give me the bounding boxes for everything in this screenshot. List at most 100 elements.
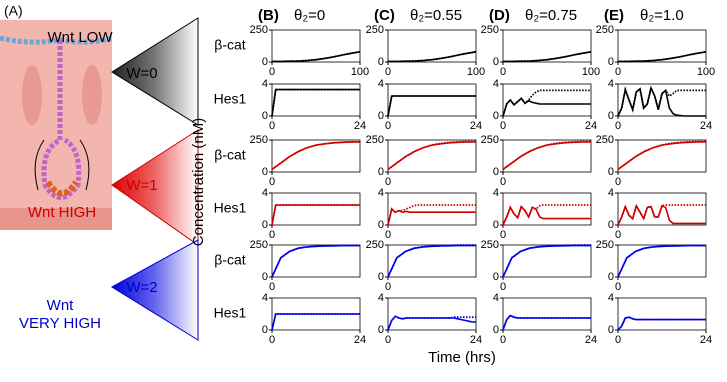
plot-frame xyxy=(271,192,361,226)
x-tick-label: 100 xyxy=(467,66,485,78)
plot-frame xyxy=(387,192,477,226)
plot-frame xyxy=(271,83,361,117)
x-tick-label: 0 xyxy=(500,334,506,346)
y-tick-label: 250 xyxy=(366,239,384,251)
w2-label: W=2 xyxy=(126,279,157,296)
plot-frame xyxy=(617,244,707,278)
y-tick-label: 0 xyxy=(608,166,614,178)
y-tick-label: 250 xyxy=(596,24,614,36)
w1-triangle xyxy=(111,129,199,246)
solid-line xyxy=(617,203,706,226)
solid-line xyxy=(388,51,477,63)
y-tick-label: 0 xyxy=(262,166,268,178)
x-tick-label: 0 xyxy=(615,281,621,293)
plot-frame xyxy=(271,139,361,173)
x-tick-label: 0 xyxy=(615,120,621,132)
y-tick-label: 250 xyxy=(250,134,268,146)
solid-line xyxy=(617,141,706,171)
x-tick-label: 24 xyxy=(354,120,366,132)
x-tick-label: 0 xyxy=(385,176,391,188)
x-tick-label: 24 xyxy=(700,334,712,346)
x-tick-label: 0 xyxy=(269,334,275,346)
y-tick-label: 0 xyxy=(493,324,499,336)
solid-line xyxy=(617,85,706,117)
y-tick-label: 4 xyxy=(608,187,614,199)
y-tick-label: 250 xyxy=(250,24,268,36)
plot-frame xyxy=(502,192,592,226)
plot-frame xyxy=(387,29,477,63)
dotted-line xyxy=(502,204,591,226)
y-tick-label: 0 xyxy=(262,110,268,122)
column-label: (B) xyxy=(258,7,279,24)
y-tick-label: 4 xyxy=(493,187,499,199)
x-tick-label: 0 xyxy=(500,66,506,78)
x-tick-label: 24 xyxy=(354,334,366,346)
column-label: (C) xyxy=(374,7,395,24)
x-axis-label: Time (hrs) xyxy=(428,349,496,366)
dotted-line xyxy=(271,244,360,278)
solid-line xyxy=(271,204,360,226)
y-tick-label: 250 xyxy=(596,134,614,146)
plot-frame xyxy=(502,29,592,63)
solid-line xyxy=(387,315,476,331)
w1-label: W=1 xyxy=(126,177,157,194)
dotted-line xyxy=(617,203,706,226)
y-tick-label: 0 xyxy=(493,271,499,283)
plot-frame xyxy=(502,83,592,117)
y-tick-label: 250 xyxy=(481,24,499,36)
y-tick-label: 4 xyxy=(262,78,268,90)
panel-label: (A) xyxy=(4,3,23,19)
y-tick-label: 0 xyxy=(378,271,384,283)
row-label: β-cat xyxy=(214,252,246,268)
x-tick-label: 0 xyxy=(500,176,506,188)
y-tick-label: 0 xyxy=(493,219,499,231)
dotted-line xyxy=(387,95,476,117)
wnt-high: Wnt HIGH xyxy=(28,204,96,221)
solid-line xyxy=(618,51,707,63)
x-tick-label: 0 xyxy=(385,281,391,293)
y-tick-label: 0 xyxy=(378,110,384,122)
column-title: θ₂=0.75 xyxy=(525,7,577,24)
x-tick-label: 24 xyxy=(470,120,482,132)
row-label: Hes1 xyxy=(214,200,247,216)
plot-frame xyxy=(617,192,707,226)
x-tick-label: 100 xyxy=(697,66,715,78)
x-tick-label: 24 xyxy=(700,120,712,132)
plot-frame xyxy=(387,139,477,173)
y-tick-label: 0 xyxy=(378,56,384,68)
column-label: (E) xyxy=(604,7,624,24)
y-tick-label: 0 xyxy=(608,324,614,336)
x-tick-label: 24 xyxy=(585,120,597,132)
dotted-line xyxy=(387,204,476,226)
y-tick-label: 4 xyxy=(262,292,268,304)
plot-frame xyxy=(502,297,592,331)
w0-label: W=0 xyxy=(126,65,157,82)
x-tick-label: 0 xyxy=(385,334,391,346)
solid-line xyxy=(502,141,591,171)
x-tick-label: 0 xyxy=(385,66,391,78)
wnt-very-high-1: Wnt xyxy=(47,297,75,314)
plot-frame xyxy=(387,244,477,278)
y-tick-label: 0 xyxy=(493,110,499,122)
tissue-illustration xyxy=(0,20,113,230)
y-tick-label: 4 xyxy=(378,292,384,304)
dotted-line xyxy=(617,316,706,331)
solid-line xyxy=(387,207,476,226)
y-tick-label: 4 xyxy=(608,292,614,304)
dotted-line xyxy=(502,244,591,278)
dotted-line xyxy=(271,313,360,331)
x-tick-label: 0 xyxy=(615,334,621,346)
y-axis-label: Concentration (nM) xyxy=(190,118,207,246)
solid-line xyxy=(271,313,360,331)
y-tick-label: 0 xyxy=(608,219,614,231)
y-tick-label: 4 xyxy=(378,187,384,199)
x-tick-label: 0 xyxy=(615,176,621,188)
y-tick-label: 0 xyxy=(493,166,499,178)
dotted-line xyxy=(271,204,360,226)
solid-line xyxy=(272,51,361,63)
x-tick-label: 24 xyxy=(585,334,597,346)
x-tick-label: 0 xyxy=(269,120,275,132)
row-label: Hes1 xyxy=(214,91,247,107)
y-tick-label: 0 xyxy=(608,110,614,122)
